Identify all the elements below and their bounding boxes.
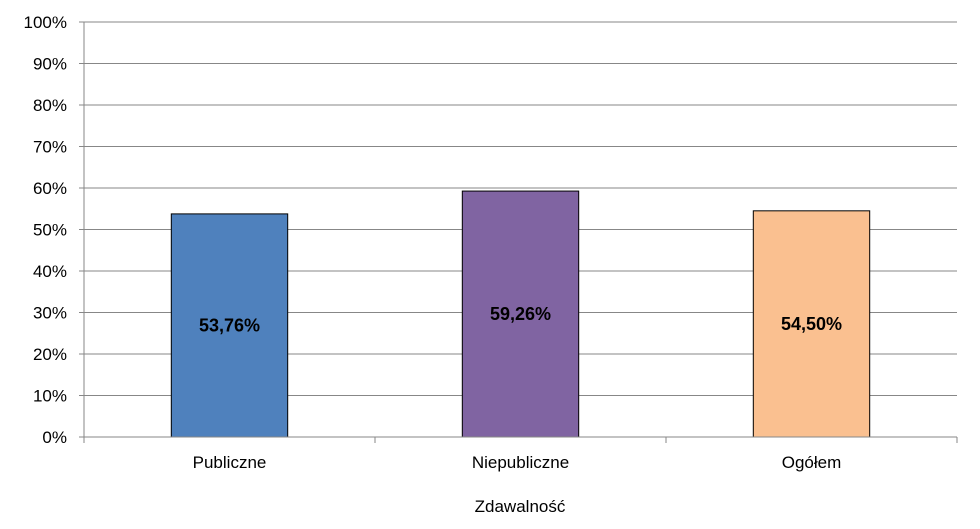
- y-tick-label: 80%: [33, 96, 67, 115]
- x-axis: Publiczne Niepubliczne Ogółem: [84, 437, 957, 472]
- y-tick-label: 20%: [33, 345, 67, 364]
- y-tick-label: 30%: [33, 304, 67, 323]
- y-tick-label: 70%: [33, 138, 67, 157]
- y-axis-ticks: 0% 10% 20% 30% 40% 50% 60% 70% 80% 90% 100%: [24, 13, 84, 447]
- y-tick-label: 40%: [33, 262, 67, 281]
- data-label: 59,26%: [490, 304, 551, 324]
- y-tick-label: 0%: [42, 428, 67, 447]
- x-axis-title: Zdawalność: [475, 497, 566, 516]
- y-tick-label: 90%: [33, 55, 67, 74]
- x-tick-label: Publiczne: [193, 453, 267, 472]
- data-label: 54,50%: [781, 314, 842, 334]
- data-label: 53,76%: [199, 315, 260, 335]
- y-tick-label: 100%: [24, 13, 67, 32]
- y-tick-label: 50%: [33, 221, 67, 240]
- y-tick-label: 10%: [33, 387, 67, 406]
- y-tick-label: 60%: [33, 179, 67, 198]
- x-tick-label: Niepubliczne: [472, 453, 569, 472]
- x-tick-label: Ogółem: [782, 453, 842, 472]
